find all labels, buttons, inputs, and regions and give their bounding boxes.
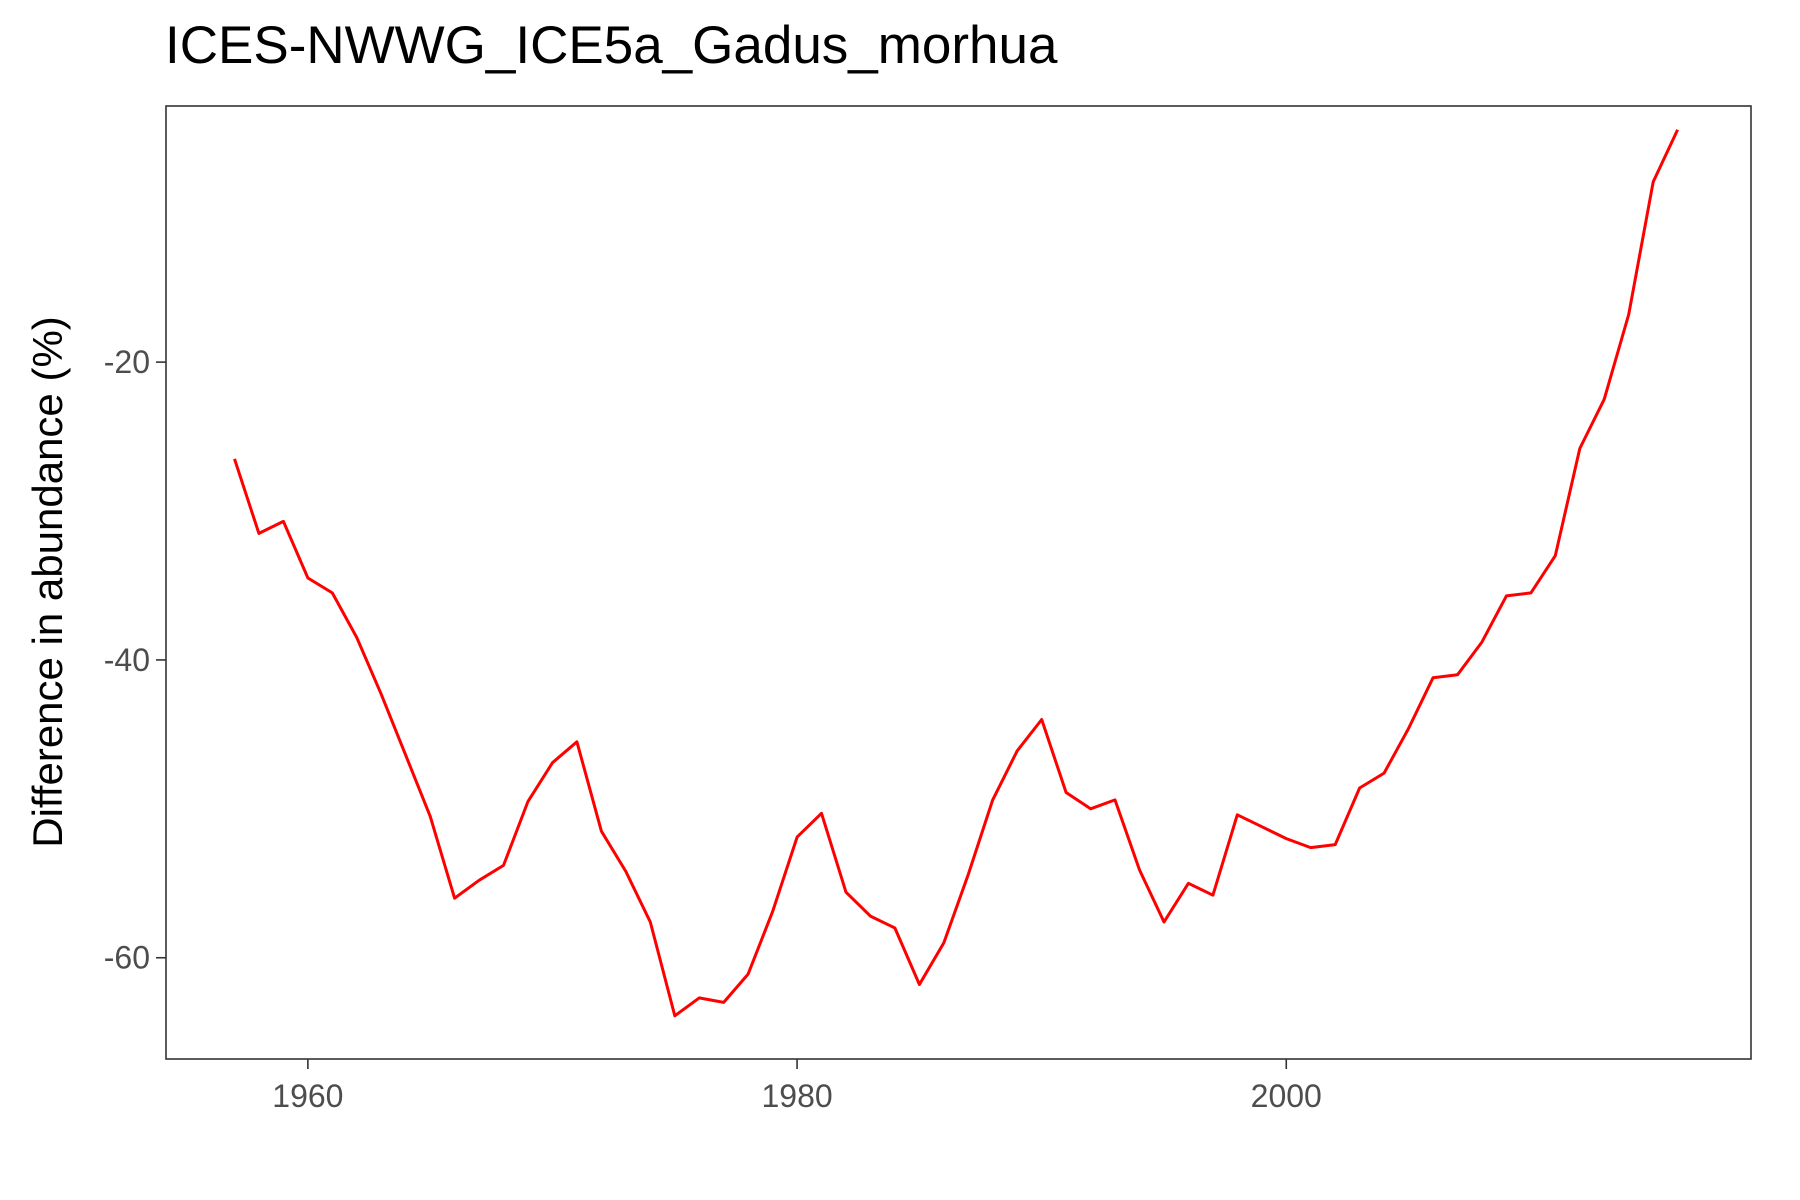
series-line-0: [233, 129, 1679, 1018]
plot-area: [165, 105, 1752, 1060]
series-group: [233, 129, 1679, 1018]
y-axis-label: Difference in abundance (%): [24, 316, 71, 848]
y-tick-label: -20: [104, 344, 150, 380]
y-axis: -20 -40 -60: [104, 344, 166, 976]
x-tick-label: 2000: [1251, 1078, 1322, 1114]
x-tick-label: 1980: [761, 1078, 832, 1114]
y-tick-label: -40: [104, 642, 150, 678]
x-axis: 1960 1980 2000: [272, 1059, 1322, 1114]
y-tick-label: -60: [104, 940, 150, 976]
x-tick-label: 1960: [272, 1078, 343, 1114]
panel-border: [165, 105, 1752, 1060]
chart-title: ICES-NWWG_ICE5a_Gadus_morhua: [165, 16, 1058, 75]
